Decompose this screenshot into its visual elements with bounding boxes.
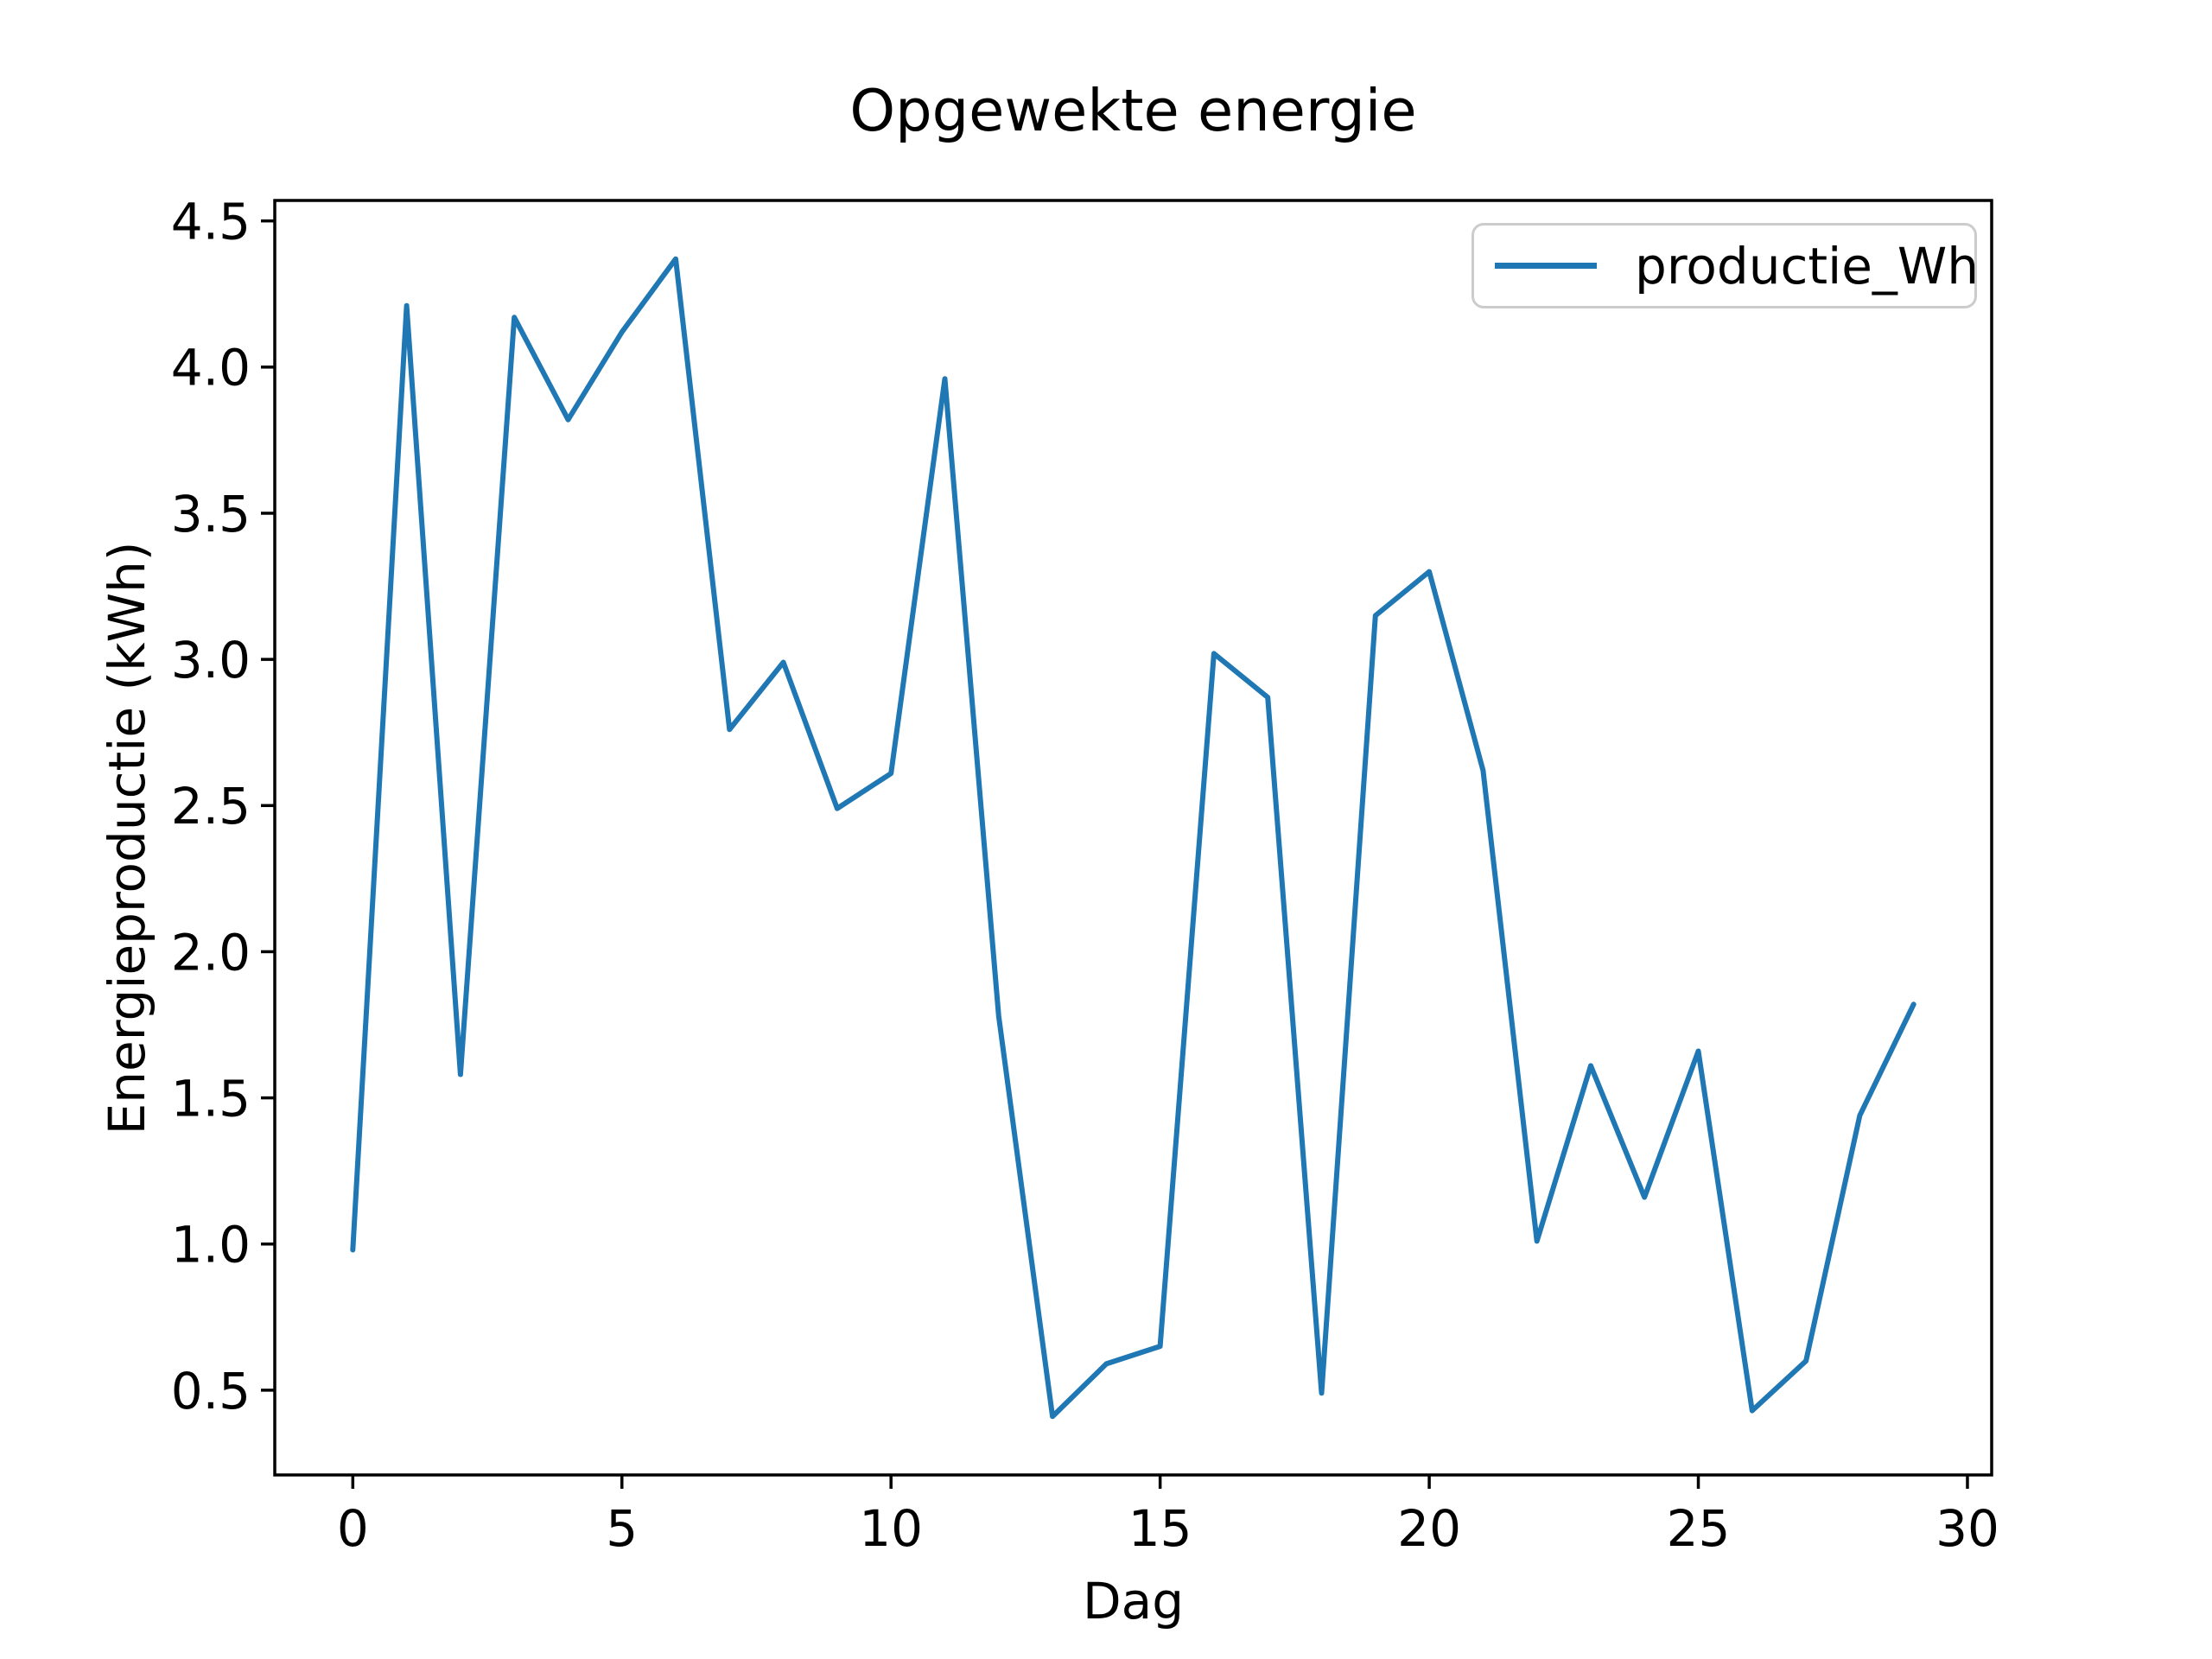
y-tick-label: 2.5 (171, 777, 251, 836)
y-tick-label: 4.0 (171, 339, 251, 397)
x-tick-label: 15 (1128, 1499, 1192, 1558)
x-tick-label: 5 (606, 1499, 638, 1558)
x-tick-label: 30 (1936, 1499, 1999, 1558)
axes-spines (273, 199, 1993, 1477)
chart-title: Opgewekte energie (849, 77, 1417, 144)
data-line-productie_Wh (350, 256, 1916, 1420)
y-tick-label: 3.5 (171, 485, 251, 543)
y-tick-label: 1.5 (171, 1069, 251, 1128)
y-tick-label: 3.0 (171, 631, 251, 690)
y-tick-label: 4.5 (171, 193, 251, 251)
legend-box: productie_Wh (1471, 223, 1979, 308)
x-tick-label: 25 (1667, 1499, 1731, 1558)
x-axis-label: Dag (1082, 1572, 1185, 1630)
x-tick-label: 0 (337, 1499, 369, 1558)
y-tick-label: 2.0 (171, 923, 251, 982)
y-tick-label: 1.0 (171, 1216, 251, 1274)
y-tick-label: 0.5 (171, 1362, 251, 1421)
x-tick-label: 20 (1397, 1499, 1461, 1558)
x-tick-label: 10 (859, 1499, 923, 1558)
legend-entry-label: productie_Wh (1635, 236, 1979, 296)
legend-line-sample (1495, 263, 1597, 269)
